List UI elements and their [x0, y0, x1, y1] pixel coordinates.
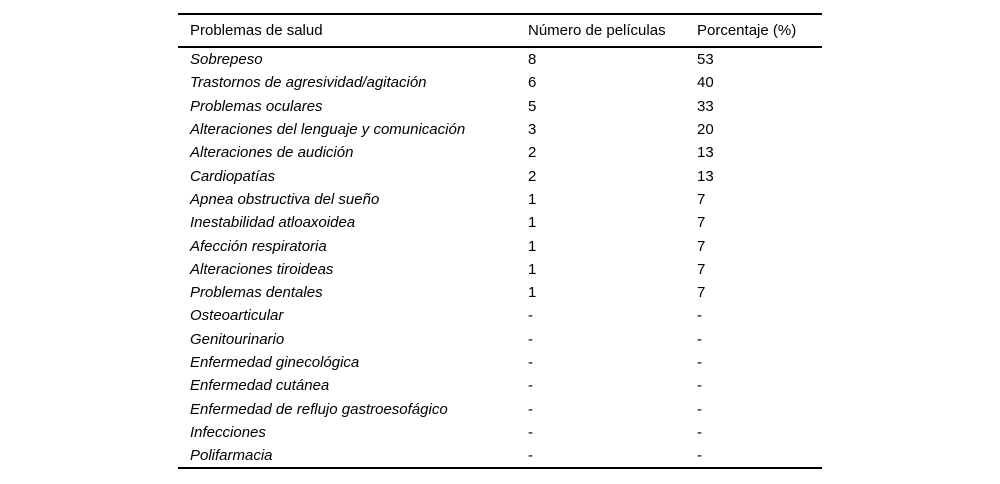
cell-numero-de-peliculas: 5 — [528, 97, 537, 115]
cell-numero-de-peliculas: 1 — [528, 284, 537, 302]
table-row: Osteoarticular - - — [178, 304, 822, 327]
cell-porcentaje: 20 — [697, 121, 714, 139]
cell-problema-de-salud: Genitourinario — [190, 330, 285, 348]
cell-porcentaje: - — [697, 330, 702, 348]
cell-numero-de-peliculas: - — [528, 423, 533, 441]
cell-problema-de-salud: Infecciones — [190, 423, 266, 441]
table-row: Sobrepeso 8 53 — [178, 48, 822, 71]
health-problems-table: Problemas de salud Número de películas P… — [178, 13, 822, 470]
table-row: Problemas dentales 1 7 — [178, 281, 822, 304]
cell-numero-de-peliculas: - — [528, 307, 533, 325]
table-row: Polifarmacia - - — [178, 444, 822, 467]
cell-porcentaje: - — [697, 447, 702, 465]
table-row: Genitourinario - - — [178, 328, 822, 351]
cell-numero-de-peliculas: 6 — [528, 74, 537, 92]
cell-porcentaje: 53 — [697, 51, 714, 69]
cell-problema-de-salud: Alteraciones de audición — [190, 144, 354, 162]
cell-numero-de-peliculas: - — [528, 400, 533, 418]
cell-numero-de-peliculas: 2 — [528, 167, 537, 185]
cell-problema-de-salud: Alteraciones tiroideas — [190, 260, 334, 278]
column-header-numero-de-peliculas: Número de películas — [528, 22, 666, 39]
cell-porcentaje: 7 — [697, 190, 706, 208]
cell-numero-de-peliculas: 3 — [528, 121, 537, 139]
table-row: Apnea obstructiva del sueño 1 7 — [178, 188, 822, 211]
cell-numero-de-peliculas: 1 — [528, 214, 537, 232]
cell-problema-de-salud: Inestabilidad atloaxoidea — [190, 214, 356, 232]
table-row: Enfermedad ginecológica - - — [178, 351, 822, 374]
cell-numero-de-peliculas: 2 — [528, 144, 537, 162]
column-header-porcentaje: Porcentaje (%) — [697, 22, 797, 39]
cell-porcentaje: - — [697, 377, 702, 395]
table-row: Afección respiratoria 1 7 — [178, 234, 822, 257]
table-body: Sobrepeso 8 53 Trastornos de agresividad/ag… — [178, 48, 822, 467]
cell-porcentaje: 13 — [697, 144, 714, 162]
cell-problema-de-salud: Osteoarticular — [190, 307, 284, 325]
cell-problema-de-salud: Apnea obstructiva del sueño — [190, 190, 380, 208]
table-row: Trastornos de agresividad/agitación 6 40 — [178, 71, 822, 94]
cell-problema-de-salud: Afección respiratoria — [190, 237, 327, 255]
cell-numero-de-peliculas: - — [528, 377, 533, 395]
table-row: Problemas oculares 5 33 — [178, 95, 822, 118]
table-row: Infecciones - - — [178, 421, 822, 444]
cell-problema-de-salud: Cardiopatías — [190, 167, 276, 185]
cell-porcentaje: 7 — [697, 237, 706, 255]
table-row: Alteraciones del lenguaje y comunicación… — [178, 118, 822, 141]
cell-porcentaje: 33 — [697, 97, 714, 115]
cell-porcentaje: 7 — [697, 284, 706, 302]
column-header-problemas-de-salud: Problemas de salud — [190, 22, 323, 39]
cell-porcentaje: - — [697, 307, 702, 325]
cell-numero-de-peliculas: 1 — [528, 260, 537, 278]
cell-problema-de-salud: Alteraciones del lenguaje y comunicación — [190, 121, 466, 139]
cell-numero-de-peliculas: - — [528, 354, 533, 371]
cell-problema-de-salud: Enfermedad de reflujo gastroesofágico — [190, 400, 448, 418]
cell-porcentaje: 7 — [697, 260, 706, 278]
cell-problema-de-salud: Trastornos de agresividad/agitación — [190, 74, 427, 92]
cell-problema-de-salud: Enfermedad cutánea — [190, 377, 330, 395]
cell-numero-de-peliculas: 8 — [528, 51, 537, 69]
cell-numero-de-peliculas: 1 — [528, 190, 537, 208]
cell-numero-de-peliculas: 1 — [528, 237, 537, 255]
cell-porcentaje: - — [697, 423, 702, 441]
cell-porcentaje: - — [697, 354, 702, 371]
table-row: Alteraciones de audición 2 13 — [178, 141, 822, 164]
table-row: Alteraciones tiroideas 1 7 — [178, 258, 822, 281]
cell-porcentaje: 13 — [697, 167, 714, 185]
cell-problema-de-salud: Problemas dentales — [190, 284, 323, 302]
cell-numero-de-peliculas: - — [528, 330, 533, 348]
cell-porcentaje: - — [697, 400, 702, 418]
cell-problema-de-salud: Problemas oculares — [190, 97, 323, 115]
table-row: Cardiopatías 2 13 — [178, 164, 822, 187]
cell-porcentaje: 40 — [697, 74, 714, 92]
cell-problema-de-salud: Polifarmacia — [190, 447, 273, 465]
cell-problema-de-salud: Sobrepeso — [190, 51, 263, 69]
cell-problema-de-salud: Enfermedad ginecológica — [190, 354, 360, 371]
cell-porcentaje: 7 — [697, 214, 706, 232]
table-row: Enfermedad de reflujo gastroesofágico - - — [178, 397, 822, 420]
table-header-row: Problemas de salud Número de películas P… — [178, 15, 822, 48]
cell-numero-de-peliculas: - — [528, 447, 533, 465]
table-row: Enfermedad cutánea - - — [178, 374, 822, 397]
table-row: Inestabilidad atloaxoidea 1 7 — [178, 211, 822, 234]
